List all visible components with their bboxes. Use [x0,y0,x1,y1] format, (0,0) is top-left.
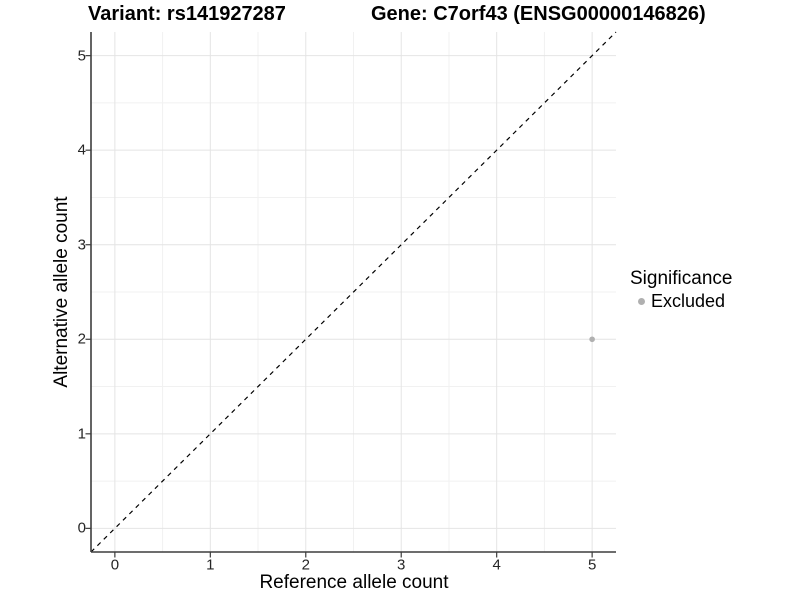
x-axis-title: Reference allele count [259,572,449,593]
grid-minor [91,32,616,552]
y-tick-label-1: 1 [77,425,86,443]
y-tick-label-4: 4 [77,141,86,159]
plot-title-variant: Variant: rs141927287 [88,3,286,25]
data-point [589,336,595,343]
excluded-marker-icon [638,298,645,305]
y-tick-label-2: 2 [77,330,86,348]
y-tick-label-3: 3 [77,236,86,254]
x-tick-label-2: 2 [301,556,310,574]
plot-title-gene: Gene: C7orf43 (ENSG00000146826) [371,3,706,25]
grid-major [91,32,616,552]
x-tick-label-4: 4 [492,556,501,574]
legend: Significance Excluded [630,268,732,312]
legend-title: Significance [630,268,733,289]
axis-lines [90,32,616,553]
data-points [589,336,595,343]
tick-marks [85,55,593,558]
x-tick-label-0: 0 [110,556,120,574]
y-axis-title: Alternative allele count [51,196,72,388]
identity-line [90,31,617,553]
y-tick-label-5: 5 [77,47,86,65]
y-tick-label-0: 0 [77,519,86,537]
legend-item-excluded: Excluded [630,291,732,312]
legend-item-label: Excluded [651,291,726,311]
x-tick-label-1: 1 [206,556,215,574]
x-tick-label-3: 3 [397,556,406,574]
x-tick-label-5: 5 [587,556,597,574]
